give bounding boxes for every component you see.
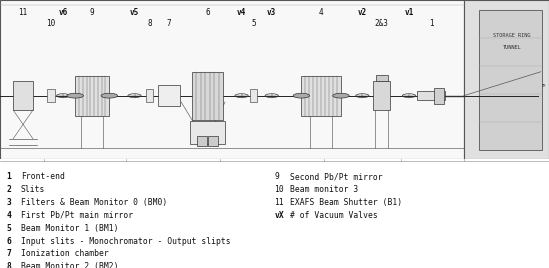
Bar bbox=[434, 88, 444, 104]
Text: 1: 1 bbox=[7, 173, 12, 181]
Circle shape bbox=[101, 93, 117, 98]
Bar bbox=[301, 76, 341, 116]
Text: TUNNEL: TUNNEL bbox=[503, 45, 522, 50]
Text: v4: v4 bbox=[237, 8, 246, 17]
Text: v3: v3 bbox=[267, 8, 276, 17]
Text: 9: 9 bbox=[90, 8, 94, 17]
Bar bbox=[197, 136, 207, 146]
Text: 4: 4 bbox=[319, 8, 323, 17]
Text: 8: 8 bbox=[7, 262, 12, 268]
Text: 6: 6 bbox=[7, 237, 12, 245]
Text: Beam Monitor 1 (BM1): Beam Monitor 1 (BM1) bbox=[21, 224, 119, 233]
Circle shape bbox=[333, 93, 349, 98]
Text: 3: 3 bbox=[7, 198, 12, 207]
Text: 1: 1 bbox=[429, 19, 433, 28]
Bar bbox=[192, 72, 223, 120]
Bar bbox=[13, 81, 33, 110]
Text: EXAFS Beam Shutter (B1): EXAFS Beam Shutter (B1) bbox=[290, 198, 402, 207]
Circle shape bbox=[293, 93, 310, 98]
Text: 4: 4 bbox=[7, 211, 12, 220]
Text: 5: 5 bbox=[7, 224, 12, 233]
Text: Ionization chamber: Ionization chamber bbox=[21, 249, 109, 258]
Text: Front-end: Front-end bbox=[21, 173, 65, 181]
Text: Second Pb/Pt mirror: Second Pb/Pt mirror bbox=[290, 173, 383, 181]
Bar bbox=[146, 89, 153, 102]
Text: BM: BM bbox=[541, 84, 546, 88]
Text: 11: 11 bbox=[274, 198, 284, 207]
Text: v6: v6 bbox=[59, 8, 68, 17]
Text: v2: v2 bbox=[358, 8, 367, 17]
Bar bbox=[208, 136, 218, 146]
Text: STORAGE RING: STORAGE RING bbox=[494, 33, 531, 38]
Text: # of Vacuum Valves: # of Vacuum Valves bbox=[290, 211, 378, 220]
Text: 7: 7 bbox=[7, 249, 12, 258]
Text: 6: 6 bbox=[205, 8, 210, 17]
Text: Input slits - Monochromator - Output slipts: Input slits - Monochromator - Output sli… bbox=[21, 237, 231, 245]
Bar bbox=[464, 0, 549, 159]
Text: 10: 10 bbox=[47, 19, 55, 28]
Bar bbox=[250, 89, 257, 102]
Text: 8: 8 bbox=[147, 19, 152, 28]
Bar bbox=[373, 81, 390, 110]
Text: Filters & Beam Monitor 0 (BM0): Filters & Beam Monitor 0 (BM0) bbox=[21, 198, 167, 207]
Bar bbox=[479, 10, 542, 150]
Circle shape bbox=[67, 93, 83, 98]
Text: 10: 10 bbox=[274, 185, 284, 194]
Text: First Pb/Pt main mirror: First Pb/Pt main mirror bbox=[21, 211, 133, 220]
Text: 11: 11 bbox=[19, 8, 27, 17]
Text: 2: 2 bbox=[7, 185, 12, 194]
Bar bbox=[417, 91, 445, 100]
Bar bbox=[158, 85, 180, 106]
Text: Beam Monitor 2 (BM2): Beam Monitor 2 (BM2) bbox=[21, 262, 119, 268]
Text: 7: 7 bbox=[167, 19, 171, 28]
Text: 5: 5 bbox=[251, 19, 256, 28]
Text: Beam monitor 3: Beam monitor 3 bbox=[290, 185, 358, 194]
Text: vX: vX bbox=[274, 211, 284, 220]
Text: v1: v1 bbox=[405, 8, 413, 17]
Bar bbox=[376, 75, 388, 81]
Text: 2&3: 2&3 bbox=[374, 19, 389, 28]
Bar bbox=[47, 89, 54, 102]
Bar bbox=[75, 76, 109, 116]
Text: v5: v5 bbox=[130, 8, 139, 17]
Text: 9: 9 bbox=[274, 173, 279, 181]
Bar bbox=[190, 121, 226, 144]
Bar bbox=[0, 0, 464, 159]
Text: Slits: Slits bbox=[21, 185, 45, 194]
